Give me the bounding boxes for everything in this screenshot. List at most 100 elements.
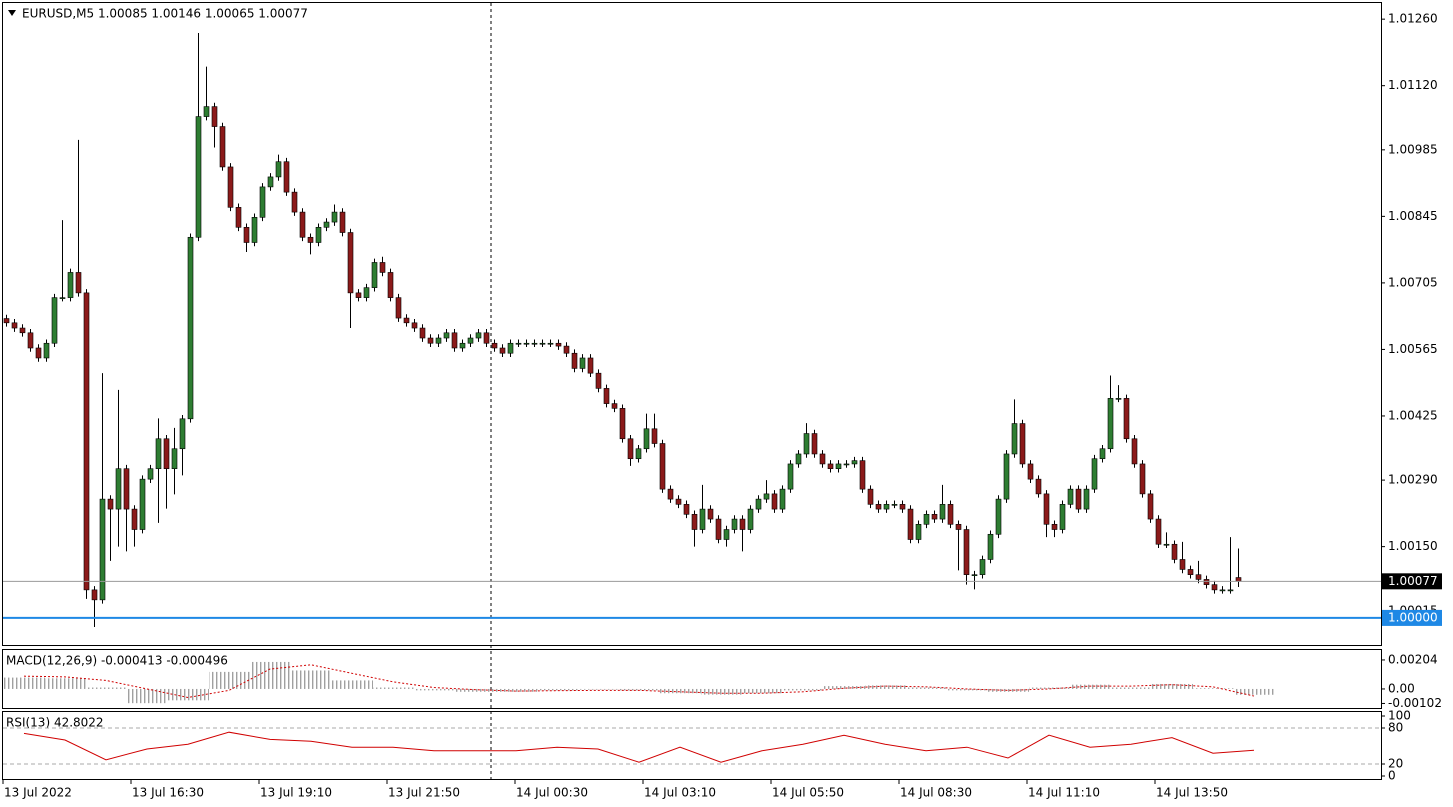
y-tick-label: 1.00150 [1388, 539, 1438, 553]
macd-bar [250, 661, 291, 689]
y-tick-label: 0.00 [1388, 681, 1415, 695]
candle-body [475, 332, 482, 339]
candle-body [1203, 579, 1210, 585]
candle-body [1075, 488, 1082, 510]
candle-body [107, 498, 114, 510]
candle-body [27, 332, 34, 349]
y-tick-label: 0.00204 [1388, 652, 1438, 666]
macd-bar [373, 687, 414, 689]
candle-body [1131, 438, 1138, 465]
candle-body [675, 498, 682, 505]
candle-body [1227, 589, 1234, 592]
candle-body [83, 292, 90, 591]
x-tick-label: 13 Jul 19:10 [260, 786, 332, 800]
candle-body [99, 498, 106, 601]
macd-bar [86, 687, 127, 689]
x-tick-label: 14 Jul 13:50 [1156, 786, 1228, 800]
candle-body [523, 342, 530, 345]
level-label: 1.00000 [1388, 610, 1438, 624]
y-tick-label: -0.00102 [1388, 696, 1442, 710]
x-tick-label: 13 Jul 16:30 [132, 786, 204, 800]
candle-body [867, 488, 874, 505]
candle-body [379, 262, 386, 273]
candle-body [859, 460, 866, 490]
candle-body [139, 478, 146, 530]
macd-bar [783, 688, 824, 691]
macd-bar [742, 688, 783, 694]
candle-body [995, 498, 1002, 535]
candle-body [243, 226, 250, 243]
candle-body [451, 332, 458, 349]
candle-body [1003, 453, 1010, 500]
candle-body [1139, 463, 1146, 495]
candle-body [931, 514, 938, 520]
y-tick-label: 1.00845 [1388, 209, 1438, 223]
x-tick-label: 14 Jul 05:50 [772, 786, 844, 800]
macd-bar [332, 680, 373, 689]
macd-bar [824, 686, 865, 689]
menu-arrow[interactable] [8, 10, 16, 16]
y-tick-label: 100 [1388, 709, 1411, 723]
candle-body [539, 342, 546, 345]
macd-bar [537, 688, 578, 691]
candle-body [427, 337, 434, 344]
candle-body [747, 508, 754, 530]
x-tick-label: 14 Jul 03:10 [644, 786, 716, 800]
candle-body [587, 357, 594, 374]
candle-body [883, 504, 890, 510]
candle-body [667, 488, 674, 500]
macd-bar [947, 688, 988, 691]
candle-body [507, 342, 514, 354]
candle-body [875, 504, 882, 510]
macd-bar [4, 677, 45, 689]
candle-body [1019, 423, 1026, 465]
candle-body [1051, 523, 1058, 530]
x-tick-label: 13 Jul 21:50 [388, 786, 460, 800]
candle-body [987, 533, 994, 560]
macd-bar [660, 688, 701, 694]
candle-body [1115, 398, 1122, 400]
candle-body [955, 523, 962, 530]
candle-body [907, 508, 914, 540]
y-tick-label: 1.00290 [1388, 473, 1438, 487]
macd-bar [865, 685, 906, 689]
candle-body [803, 433, 810, 455]
candle-body [67, 272, 74, 298]
candle-body [395, 297, 402, 319]
candle-body [387, 272, 394, 298]
candle-body [19, 327, 26, 334]
candle-body [731, 518, 738, 530]
candle-body [1219, 589, 1226, 592]
macd-bar [209, 671, 250, 689]
macd-bar [988, 688, 1029, 692]
candle-body [123, 468, 130, 510]
macd-bar [906, 687, 947, 689]
macd-title: MACD(12,26,9) -0.000413 -0.000496 [6, 654, 228, 668]
candle-body [171, 448, 178, 469]
candle-body [251, 217, 258, 243]
candle-body [195, 116, 202, 238]
candle-body [1027, 463, 1034, 480]
candle-body [155, 438, 162, 469]
candle-body [299, 211, 306, 238]
candle-body [227, 166, 234, 208]
candle-body [1091, 458, 1098, 490]
macd-bar [496, 688, 537, 692]
candle-body [51, 297, 58, 344]
candle-body [1083, 488, 1090, 510]
candle-body [403, 317, 410, 324]
candle-body [347, 232, 354, 294]
candle-body [643, 428, 650, 450]
y-tick-label: 80 [1388, 721, 1403, 735]
candle-body [651, 428, 658, 444]
candle-body [835, 463, 842, 469]
candle-body [491, 342, 498, 349]
macd-bar [455, 688, 496, 692]
candle-body [691, 514, 698, 530]
candle-body [43, 342, 50, 359]
candle-body [283, 161, 290, 193]
candle-body [851, 460, 858, 465]
candle-body [739, 518, 746, 530]
candle-body [443, 332, 450, 339]
